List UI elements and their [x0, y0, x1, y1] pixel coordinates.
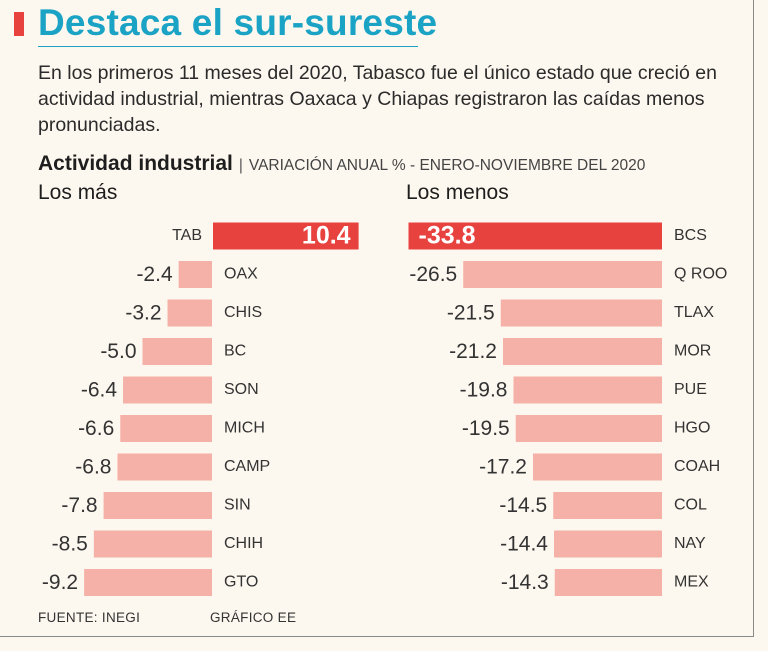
data-label: -6.8 — [75, 456, 111, 479]
page-title: Destaca el sur-sureste — [38, 2, 438, 43]
bar — [167, 299, 212, 327]
bar — [553, 492, 662, 519]
category-label: TAB — [172, 227, 202, 244]
category-label: CHIS — [224, 304, 262, 321]
data-label: -19.5 — [462, 417, 510, 440]
data-label: -7.8 — [61, 494, 97, 517]
bar — [503, 338, 662, 365]
bar — [513, 376, 662, 404]
bar — [554, 569, 662, 596]
graphic-frame — [0, 0, 754, 637]
category-label: HGO — [674, 420, 710, 437]
bar — [463, 261, 662, 288]
chart-heading-main: Actividad industrial — [38, 152, 233, 175]
category-label: Q ROO — [674, 266, 727, 283]
category-label: NAY — [674, 535, 706, 552]
category-label: CAMP — [224, 458, 270, 475]
bar — [533, 453, 662, 481]
category-label: MEX — [674, 574, 709, 591]
bar — [500, 299, 662, 327]
category-label: MICH — [224, 420, 265, 437]
chart-heading-detail: VARIACIÓN ANUAL % - ENERO-NOVIEMBRE DEL … — [248, 157, 646, 174]
data-label: -26.5 — [409, 263, 457, 286]
data-label: -19.8 — [460, 379, 508, 402]
bar — [515, 415, 662, 442]
bar — [103, 492, 212, 519]
category-label: PUE — [674, 381, 707, 398]
category-label: GTO — [224, 574, 258, 591]
data-label: -14.4 — [500, 533, 548, 556]
category-label: SON — [224, 381, 259, 398]
title-underline — [38, 46, 418, 47]
subtitle: En los primeros 11 meses del 2020, Tabas… — [38, 62, 717, 136]
chart-heading: Actividad industrial | VARIACIÓN ANUAL % -… — [38, 152, 645, 176]
category-label: BCS — [674, 227, 707, 244]
data-label: -5.0 — [100, 340, 136, 363]
graphic-credit: GRÁFICO EE — [210, 610, 297, 625]
data-label: 10.4 — [302, 222, 351, 250]
data-label: -6.4 — [81, 379, 118, 402]
bar — [142, 338, 212, 365]
data-label: -17.2 — [479, 456, 527, 479]
title-accent-bar — [14, 12, 24, 36]
data-label: -21.2 — [449, 340, 497, 363]
panel-title-los-menos: Los menos — [406, 181, 509, 204]
category-label: SIN — [224, 497, 251, 514]
chart-heading-separator: | — [238, 157, 243, 174]
bar — [84, 569, 212, 596]
data-label: -14.3 — [501, 571, 549, 594]
bar — [554, 530, 662, 558]
category-label: BC — [224, 343, 246, 360]
panel-title-los-mas: Los más — [38, 181, 118, 204]
data-label: -14.5 — [499, 494, 547, 517]
data-label: -9.2 — [42, 571, 78, 594]
data-label: -2.4 — [136, 263, 173, 286]
bar — [123, 376, 212, 404]
data-label: -3.2 — [125, 302, 161, 325]
category-label: OAX — [224, 266, 258, 283]
data-label: -21.5 — [447, 302, 495, 325]
bar — [408, 222, 662, 250]
source-note: FUENTE: INEGI — [38, 610, 141, 625]
category-label: COL — [674, 497, 707, 514]
data-label: -33.8 — [419, 222, 476, 250]
bar — [213, 222, 359, 250]
bar — [178, 261, 212, 288]
bar — [93, 530, 212, 558]
category-label: CHIH — [224, 535, 263, 552]
category-label: COAH — [674, 458, 720, 475]
data-label: -8.5 — [52, 533, 88, 556]
category-label: TLAX — [674, 304, 714, 321]
category-label: MOR — [674, 343, 711, 360]
bar — [117, 453, 212, 481]
bar — [120, 415, 212, 442]
data-label: -6.6 — [78, 417, 114, 440]
